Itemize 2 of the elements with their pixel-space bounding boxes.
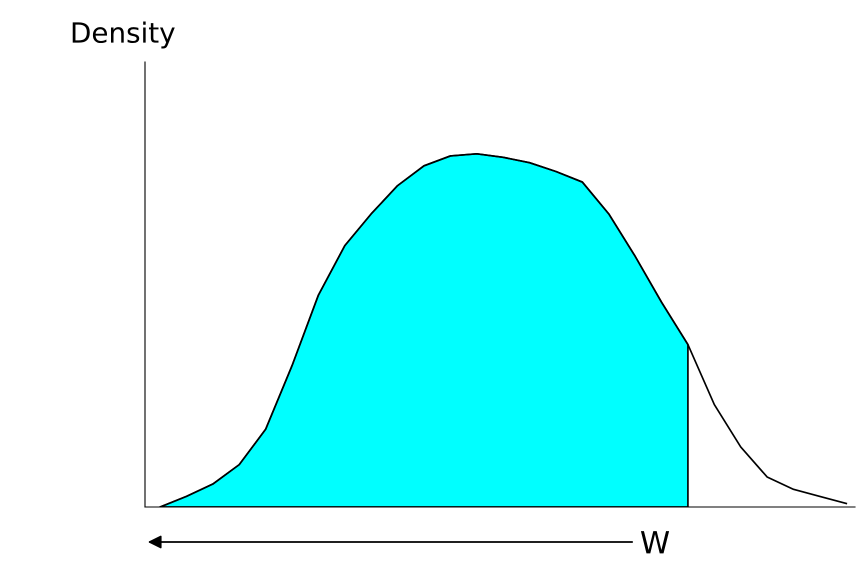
x-axis-title: W: [640, 531, 670, 554]
y-axis-title: Density: [72, 22, 175, 48]
